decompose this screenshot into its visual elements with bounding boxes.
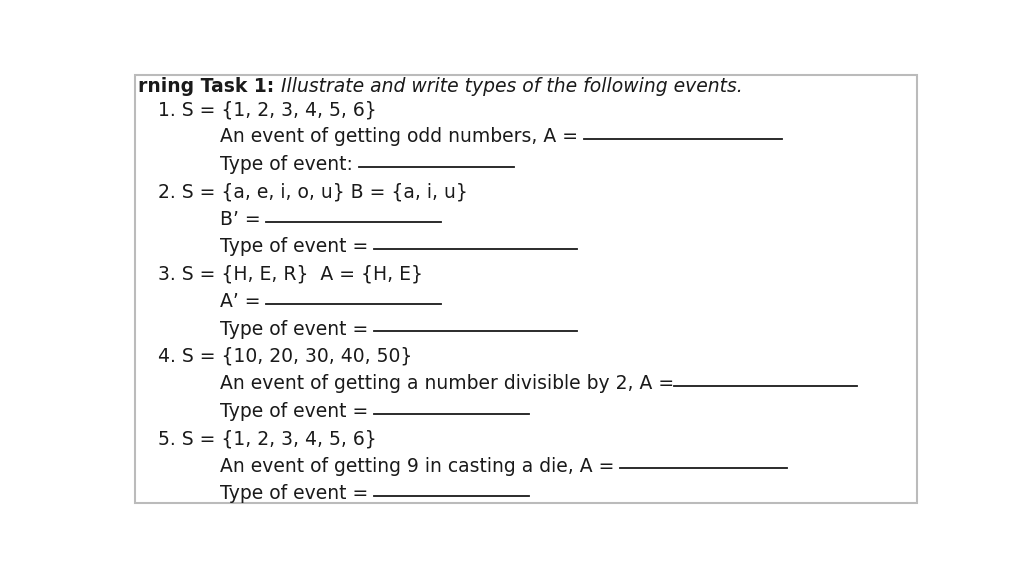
Text: An event of getting a number divisible by 2, A =: An event of getting a number divisible b…	[220, 374, 674, 393]
Text: 1. S = {1, 2, 3, 4, 5, 6}: 1. S = {1, 2, 3, 4, 5, 6}	[158, 100, 378, 119]
Text: Type of event:: Type of event:	[220, 155, 358, 174]
Text: 2. S = {a, e, i, o, u} B = {a, i, u}: 2. S = {a, e, i, o, u} B = {a, i, u}	[158, 182, 468, 201]
Text: 4. S = {10, 20, 30, 40, 50}: 4. S = {10, 20, 30, 40, 50}	[158, 347, 412, 366]
Text: An event of getting odd numbers, A =: An event of getting odd numbers, A =	[220, 128, 584, 146]
FancyBboxPatch shape	[134, 75, 917, 503]
Text: 3. S = {H, E, R}  A = {H, E}: 3. S = {H, E, R} A = {H, E}	[158, 264, 424, 284]
Text: Type of event =: Type of event =	[220, 484, 373, 503]
Text: rning Task 1:: rning Task 1:	[137, 77, 280, 96]
Text: An event of getting 9 in casting a die, A =: An event of getting 9 in casting a die, …	[220, 457, 620, 475]
Text: Illustrate and write types of the following events.: Illustrate and write types of the follow…	[280, 77, 742, 96]
Text: 5. S = {1, 2, 3, 4, 5, 6}: 5. S = {1, 2, 3, 4, 5, 6}	[158, 429, 378, 448]
Text: B’ =: B’ =	[220, 210, 267, 229]
Text: Type of event =: Type of event =	[220, 402, 373, 421]
Text: A’ =: A’ =	[220, 292, 266, 311]
Text: Type of event =: Type of event =	[220, 320, 373, 339]
Text: Type of event =: Type of event =	[220, 237, 373, 256]
